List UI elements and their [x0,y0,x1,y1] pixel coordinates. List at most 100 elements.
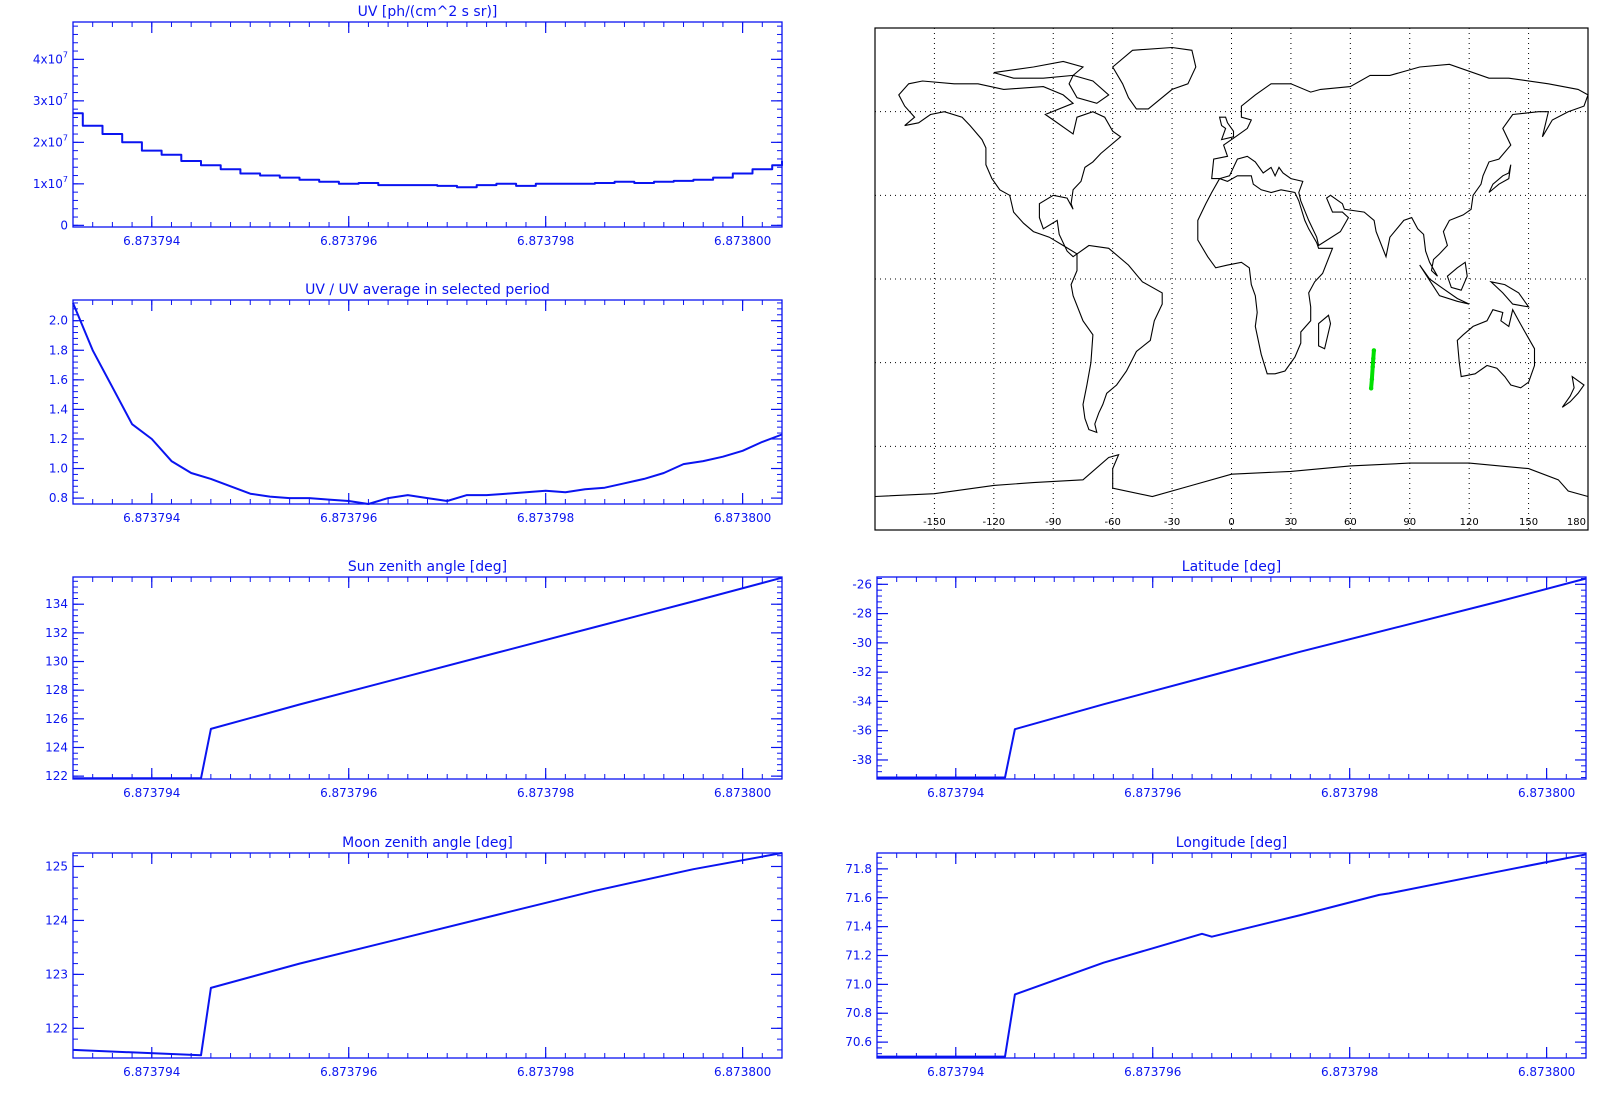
coastline-borneo [1446,261,1468,291]
x-tick-label: 6.873798 [517,234,574,248]
coastline-britain [1218,116,1235,141]
y-tick-label-base: 123 [45,967,68,981]
y-tick-label: 130 [45,655,68,669]
y-tick-label: 124 [45,740,68,754]
y-tick-label: 124 [45,913,68,927]
y-tick-label-base: 124 [45,740,68,754]
coastline-arctic-islands [993,60,1085,79]
y-tick-label-base: 126 [45,712,68,726]
chart-mza: Moon zenith angle [deg] 122 123 124 125 6.873… [45,835,783,1079]
y-tick-label-base: 122 [45,1021,68,1035]
y-tick-label: 71.2 [845,949,872,963]
map-x-tick-label: -150 [923,517,946,528]
x-tick-label: 6.873800 [714,786,771,800]
coastline-madagascar [1318,314,1332,350]
y-tick-label: -28 [852,607,872,621]
world-map: -150 -120 -90 -60 -30 0 30 60 90 120 150 180 [874,27,1589,531]
y-tick-label-base: 1.8 [49,343,68,357]
y-tick-label: 71.6 [845,891,872,905]
x-tick-label: 6.873798 [517,786,574,800]
map-x-tick-label: -30 [1164,517,1180,528]
x-tick-label: 6.873794 [927,786,984,800]
coastline-baffin [1068,74,1110,104]
x-tick-label: 6.873798 [517,511,574,525]
coastline-indonesia [1419,264,1470,305]
series-line [73,576,783,780]
y-tick-label-base: 4x10 [33,52,63,66]
y-tick-label: -34 [852,694,872,708]
map-x-tick-label: -120 [982,517,1005,528]
track-point [1368,386,1374,391]
y-tick-label-base: 130 [45,655,68,669]
y-tick-label-base: 2x10 [33,135,63,149]
y-tick-label-base: -38 [852,753,872,767]
x-tick-label: 6.873796 [320,786,377,800]
chart-ratio: UV / UV average in selected period 0.8 1.0… [49,282,783,525]
y-tick-label: 1x107 [33,175,68,191]
series-line [877,577,1587,779]
y-tick-label: 70.6 [845,1035,872,1049]
plot-frame [72,852,783,1059]
chart-title: Moon zenith angle [deg] [342,835,513,851]
y-tick-label-base: 1.4 [49,402,68,416]
plot-frame [876,852,1587,1059]
y-tick-label: 1.8 [49,343,68,357]
y-tick-label: 2.0 [49,314,68,328]
series-line [877,853,1587,1058]
y-tick-label-base: 71.8 [845,862,872,876]
y-tick-label-base: -26 [852,577,872,591]
y-tick-label-base: 2.0 [49,314,68,328]
x-tick-label: 6.873800 [714,1065,771,1079]
y-tick-label-base: 3x10 [33,94,63,108]
y-tick-label: 1.2 [49,432,68,446]
coastline-south-america [1070,244,1163,434]
track-point [1370,364,1375,370]
track-point [1371,348,1377,353]
y-tick-label-base: 1x10 [33,177,63,191]
map-x-tick-label: 30 [1285,517,1298,528]
y-tick-label-base: 1.0 [49,462,68,476]
y-tick-label: 126 [45,712,68,726]
x-tick-label: 6.873796 [320,234,377,248]
x-tick-label: 6.873800 [1518,1065,1575,1079]
plot-panels: UV [ph/(cm^2 s sr)] 0 1x107 2x107 3x10 7 4x10 7… [33,4,1587,1079]
y-tick-label-base: 71.2 [845,949,872,963]
plot-frame [72,576,783,780]
chart-title: Latitude [deg] [1182,559,1281,575]
coastline-new-zealand [1561,375,1585,408]
x-tick-label: 6.873798 [1321,1065,1378,1079]
chart-title: UV [ph/(cm^2 s sr)] [358,4,498,20]
coastline-greenland [1111,46,1197,110]
chart-sza: Sun zenith angle [deg] 122 124 126 128 130 132… [45,559,783,800]
y-tick-label: 2x107 [33,133,68,149]
y-tick-label-base: 71.0 [845,977,872,991]
y-tick-label: 122 [45,769,68,783]
y-tick-label: 0 [60,218,68,232]
y-tick-label-base: 1.6 [49,373,68,387]
y-tick-label: 0.8 [49,491,68,505]
y-tick-label-base: 122 [45,769,68,783]
y-tick-label-base: 128 [45,683,68,697]
coastline-africa [1197,175,1334,375]
map-grid [875,28,1588,530]
chart-title: UV / UV average in selected period [305,282,550,298]
map-x-tick-label: -90 [1045,517,1061,528]
series-line [73,112,783,189]
map-coastlines [874,46,1589,498]
coastline-australia [1456,308,1536,389]
coastline-eurasia [1211,63,1589,277]
x-tick-label: 6.873794 [123,786,180,800]
x-tick-label: 6.873794 [927,1065,984,1079]
y-tick-label-base: 0 [60,218,68,232]
x-tick-label: 6.873796 [1124,786,1181,800]
y-tick-label-base: 132 [45,626,68,640]
x-tick-label: 6.873798 [517,1065,574,1079]
y-tick-label-exponent: 7 [63,175,68,184]
track-line [1369,348,1376,391]
x-tick-label: 6.873800 [714,511,771,525]
y-tick-label-base: 70.8 [845,1006,872,1020]
x-tick-label: 6.873800 [1518,786,1575,800]
chart-lat: Latitude [deg] -38 -36 -34 -32 -30 -28 -26 6.873… [852,559,1587,800]
y-tick-label-base: 71.4 [845,920,872,934]
